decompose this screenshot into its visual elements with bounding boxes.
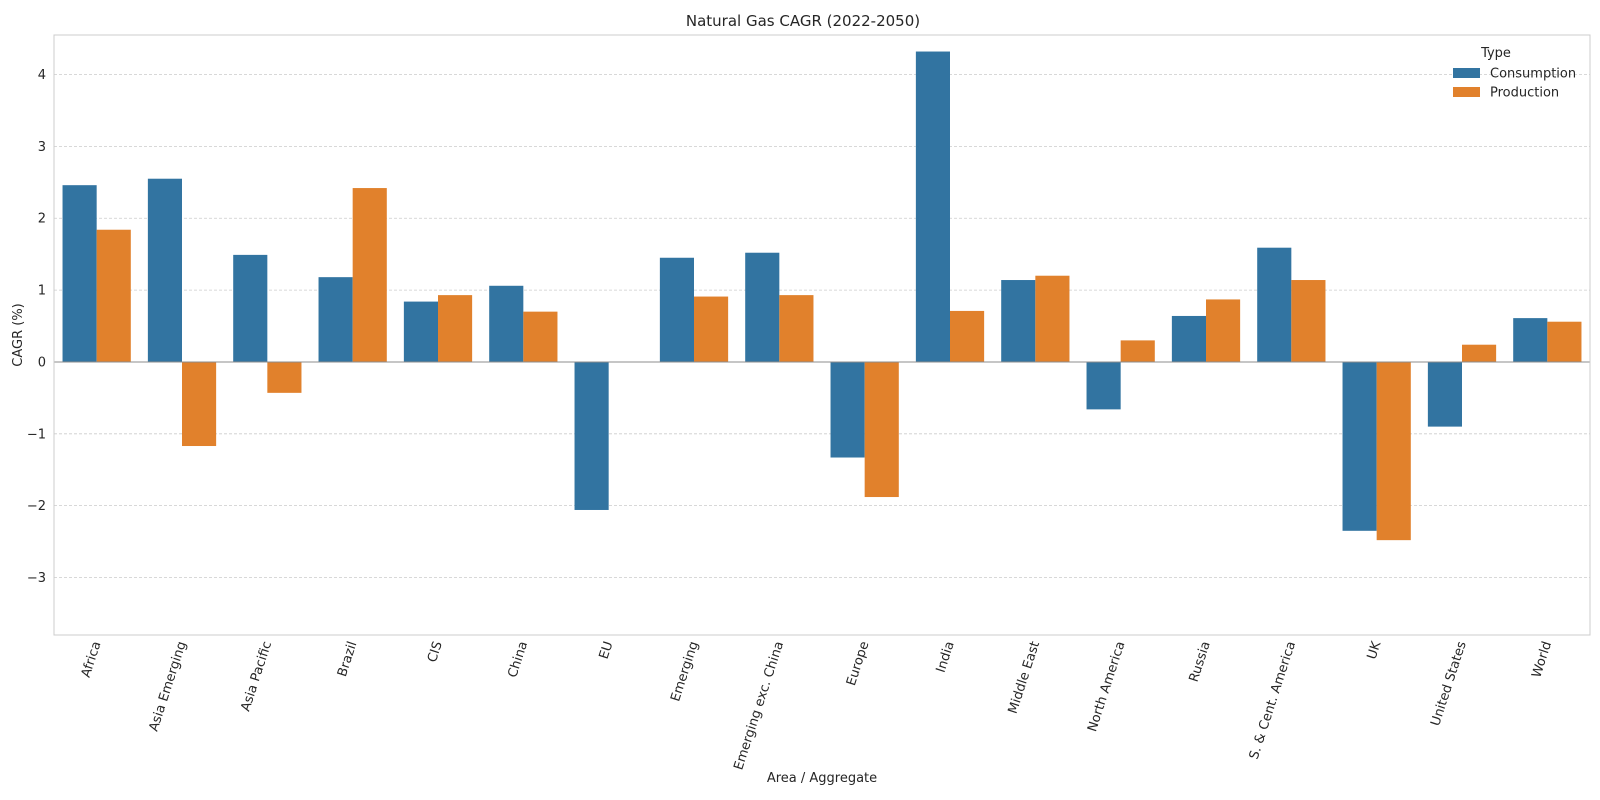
bar-production	[694, 296, 729, 362]
legend-swatch-production	[1453, 87, 1480, 97]
bars	[62, 51, 1582, 541]
legend: Type Consumption Production	[1453, 46, 1576, 101]
bar-consumption	[233, 254, 268, 362]
x-tick-label: EU	[597, 640, 617, 662]
x-tick-label: India	[934, 640, 958, 675]
x-tick-label: Emerging exc. China	[731, 640, 787, 772]
x-tick-label: UK	[1365, 639, 1385, 661]
bar-consumption	[915, 51, 950, 362]
x-tick-label: Asia Pacific	[238, 640, 275, 714]
bar-consumption	[1001, 280, 1036, 362]
y-tick-label: 3	[38, 140, 46, 155]
y-tick-label: 2	[38, 212, 46, 227]
y-tick-label: 0	[38, 355, 46, 370]
bar-production	[523, 311, 558, 362]
bar-consumption	[830, 361, 865, 458]
bar-production	[182, 361, 217, 447]
bar-production	[1035, 275, 1070, 362]
bar-consumption	[62, 185, 97, 362]
x-tick-label: United States	[1428, 639, 1470, 728]
bar-consumption	[1086, 361, 1121, 410]
bar-production	[438, 295, 473, 362]
bar-consumption	[403, 301, 438, 362]
bar-consumption	[489, 285, 524, 362]
bar-production	[950, 310, 985, 362]
bar-consumption	[745, 252, 780, 362]
x-tick-label: S. & Cent. America	[1247, 640, 1299, 762]
bar-production	[779, 295, 814, 362]
bar-production	[96, 229, 131, 362]
bar-production	[864, 361, 899, 498]
x-axis-ticks: Africa Asia Emerging Asia Pacific Brazil CIS…	[79, 639, 1555, 772]
x-axis-label: Area / Aggregate	[767, 771, 877, 786]
legend-label-production: Production	[1490, 86, 1559, 101]
legend-title: Type	[1480, 46, 1511, 61]
bar-consumption	[1513, 318, 1548, 362]
y-tick-label: −3	[27, 571, 46, 586]
x-tick-label: Russia	[1187, 640, 1214, 684]
x-tick-label: CIS	[425, 640, 446, 665]
bar-consumption	[659, 257, 694, 362]
bar-production	[352, 188, 387, 362]
x-tick-label: Middle East	[1006, 640, 1043, 716]
y-axis-ticks: −3 −2 −1 0 1 2 3 4	[27, 68, 46, 586]
bar-consumption	[1171, 315, 1206, 362]
bar-consumption	[1427, 361, 1462, 427]
x-tick-label: Africa	[79, 640, 105, 680]
plot-frame	[53, 34, 1591, 636]
bar-consumption	[318, 277, 353, 362]
y-tick-label: 1	[38, 284, 46, 299]
bar-production	[1120, 340, 1155, 362]
bar-consumption	[1342, 361, 1377, 531]
bar-production	[1206, 299, 1241, 362]
x-tick-label: Brazil	[335, 640, 360, 679]
y-axis-label: CAGR (%)	[11, 303, 26, 366]
x-tick-label: World	[1529, 640, 1555, 680]
y-tick-label: 4	[38, 68, 46, 83]
x-tick-label: North America	[1085, 640, 1128, 734]
x-tick-label: Emerging	[668, 640, 702, 704]
chart-title: Natural Gas CAGR (2022-2050)	[686, 12, 920, 30]
bar-production	[1291, 280, 1326, 362]
bar-consumption	[574, 361, 609, 510]
legend-swatch-consumption	[1453, 68, 1480, 78]
x-tick-label: Europe	[844, 640, 872, 688]
y-tick-label: −2	[27, 499, 46, 514]
bar-consumption	[1257, 247, 1292, 362]
y-tick-label: −1	[27, 427, 46, 442]
bar-production	[1547, 321, 1582, 362]
bar-production	[267, 361, 302, 393]
bar-production	[1376, 361, 1411, 541]
x-tick-label: China	[505, 640, 531, 680]
bar-consumption	[147, 178, 182, 362]
x-tick-label: Asia Emerging	[147, 640, 190, 734]
legend-label-consumption: Consumption	[1490, 67, 1576, 82]
bar-production	[1462, 344, 1497, 362]
